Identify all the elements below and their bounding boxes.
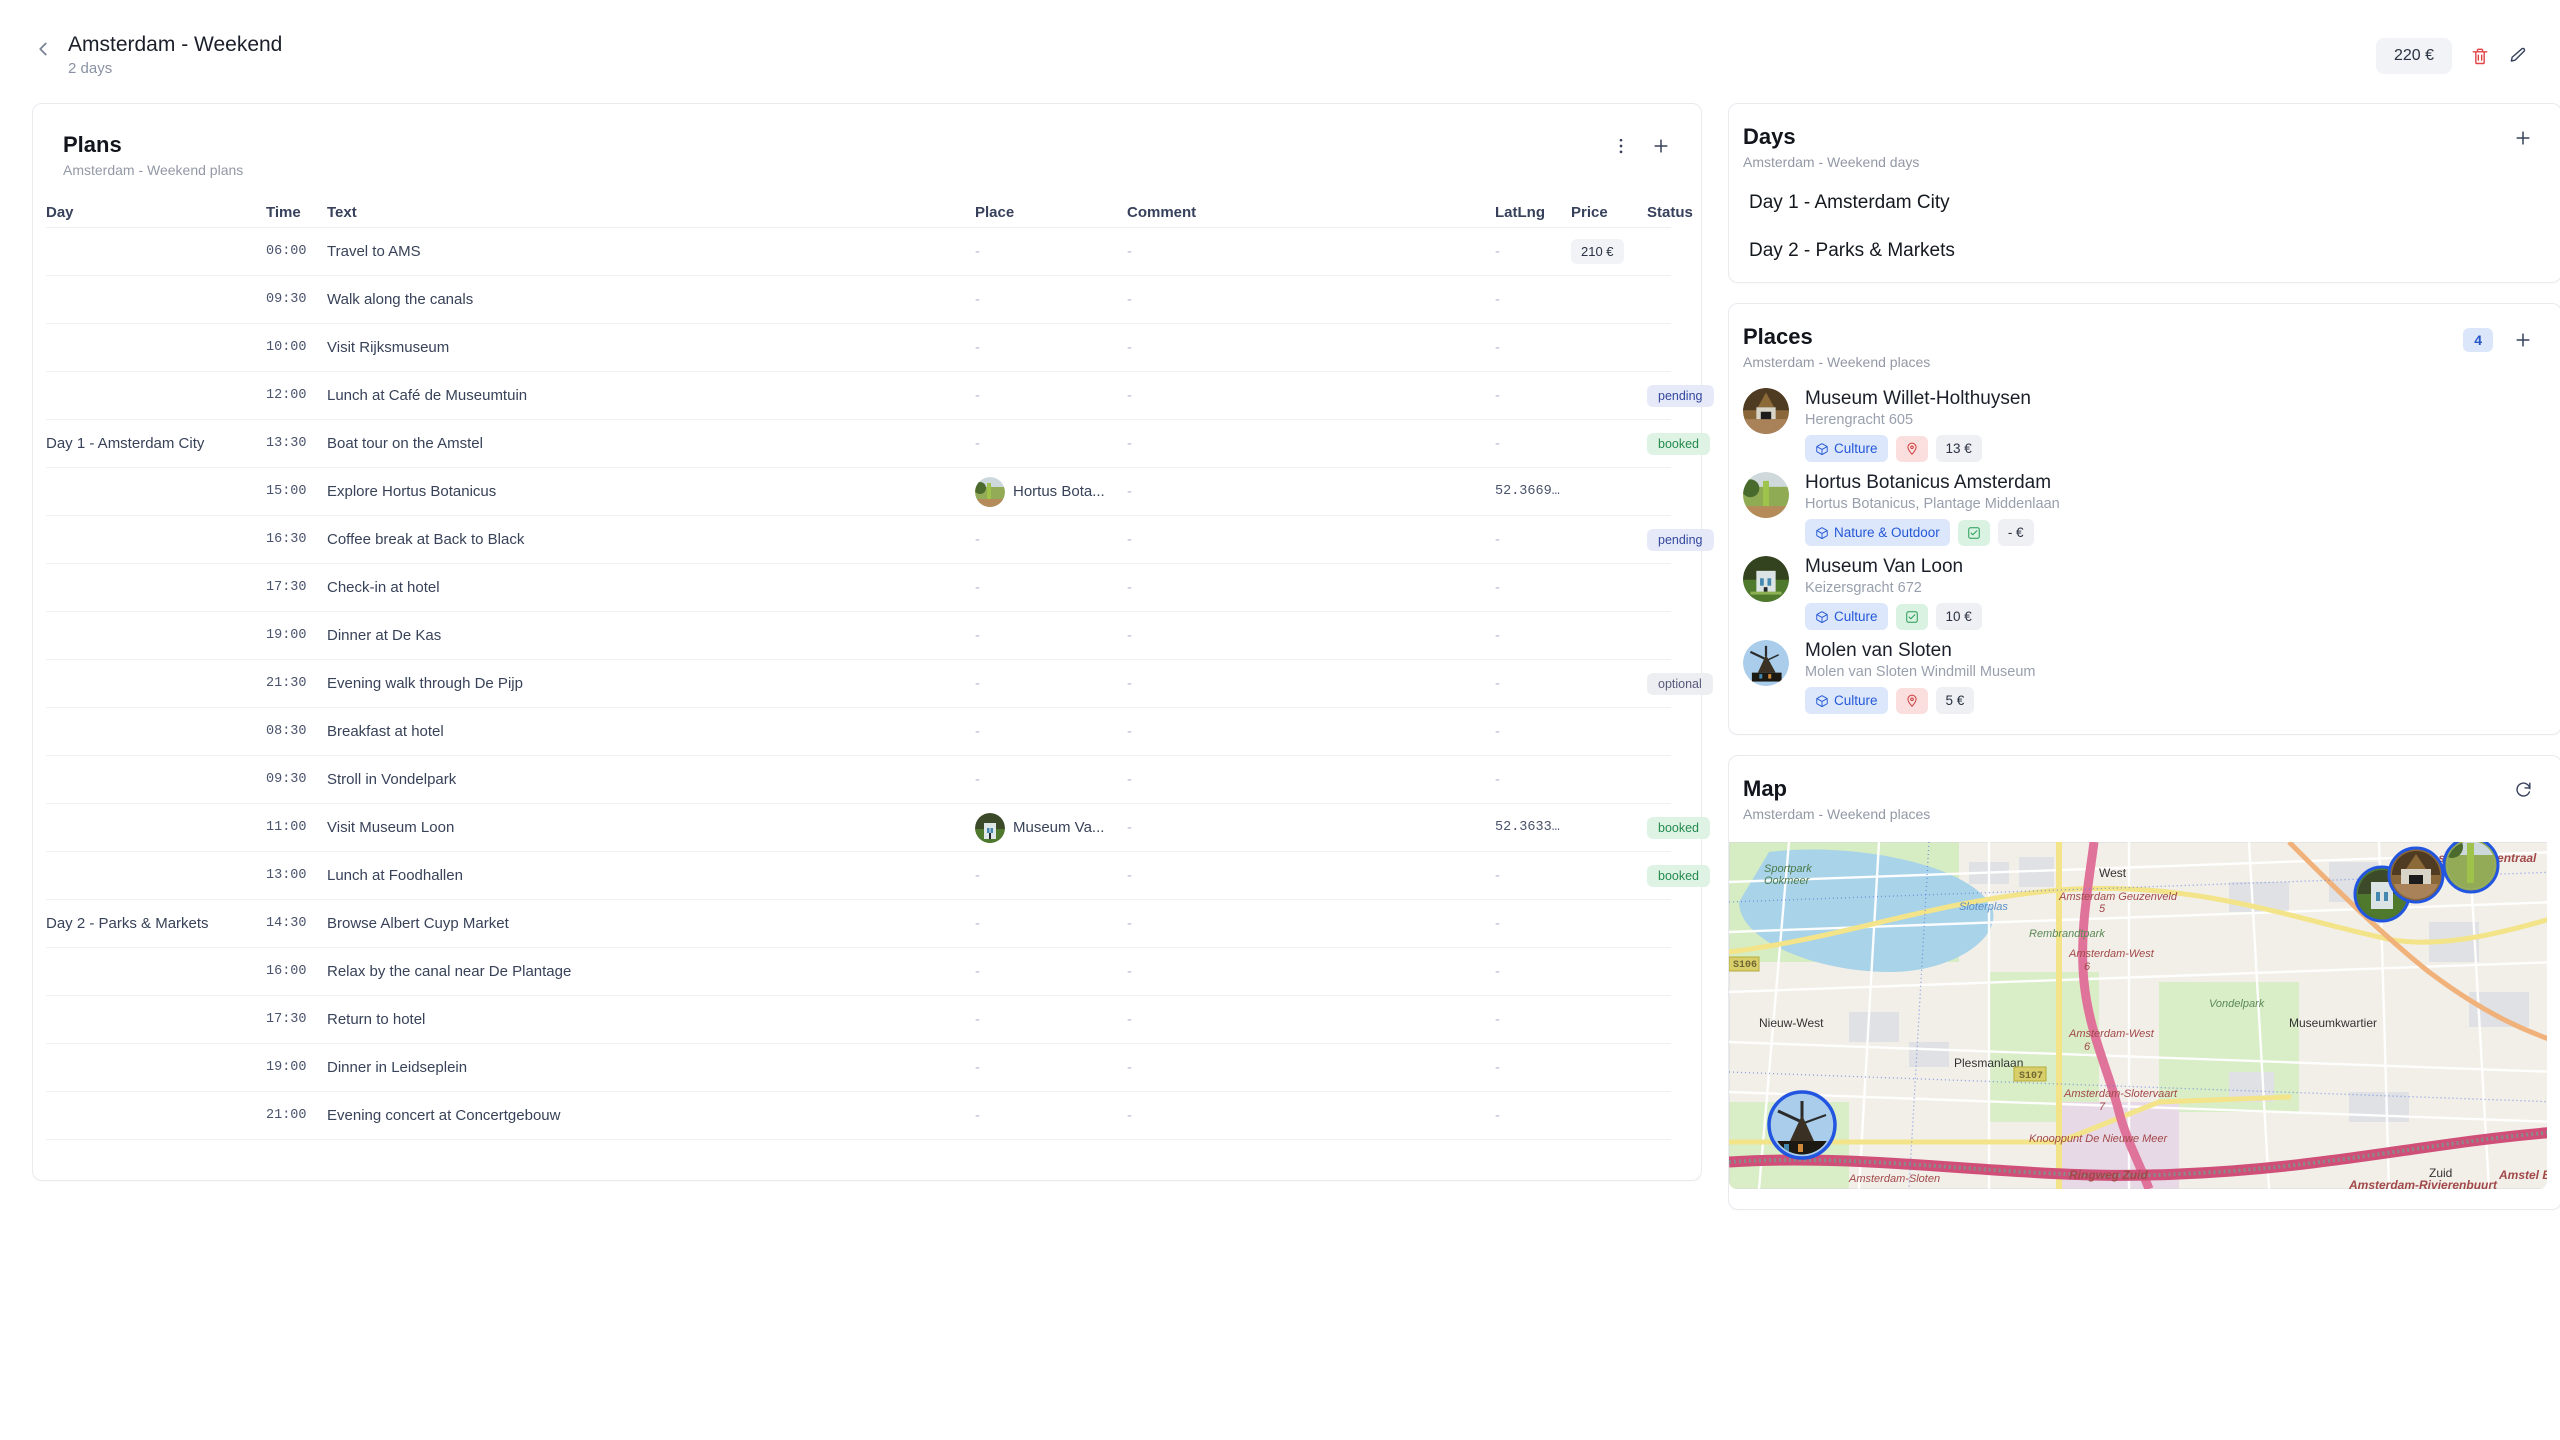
svg-text:Ookmeer: Ookmeer bbox=[1764, 875, 1811, 887]
svg-text:Amsterdam-West: Amsterdam-West bbox=[2068, 1028, 2155, 1040]
svg-text:6: 6 bbox=[2084, 961, 2091, 973]
svg-text:Amsterdam-Rivierenbuurt: Amsterdam-Rivierenbuurt bbox=[2348, 1178, 2498, 1189]
svg-text:West: West bbox=[2099, 866, 2127, 880]
svg-text:5: 5 bbox=[2099, 903, 2106, 915]
svg-text:6: 6 bbox=[2084, 1041, 2091, 1053]
svg-text:Amsterdam-West: Amsterdam-West bbox=[2068, 948, 2155, 960]
svg-text:Amstel Business Park: Amstel Business Park bbox=[2498, 1168, 2547, 1182]
svg-text:Sloterplas: Sloterplas bbox=[1959, 901, 2008, 913]
svg-text:S107: S107 bbox=[2019, 1071, 2043, 1082]
svg-text:7: 7 bbox=[2099, 1101, 2106, 1113]
svg-text:Amsterdam Geuzenveld: Amsterdam Geuzenveld bbox=[2058, 891, 2178, 903]
svg-text:Amsterdam-Slotervaart: Amsterdam-Slotervaart bbox=[2063, 1088, 2178, 1100]
svg-text:Nieuw-West: Nieuw-West bbox=[1759, 1016, 1824, 1030]
svg-text:Knooppunt De Nieuwe Meer: Knooppunt De Nieuwe Meer bbox=[2029, 1133, 2169, 1145]
svg-text:Plesmanlaan: Plesmanlaan bbox=[1954, 1056, 2023, 1070]
svg-text:Amsterdam-Sloten: Amsterdam-Sloten bbox=[1848, 1173, 1940, 1185]
svg-text:Sportpark: Sportpark bbox=[1764, 863, 1812, 875]
svg-text:Vondelpark: Vondelpark bbox=[2209, 998, 2265, 1010]
svg-text:Ringweg Zuid: Ringweg Zuid bbox=[2069, 1168, 2148, 1182]
svg-text:Rembrandtpark: Rembrandtpark bbox=[2029, 928, 2105, 940]
svg-text:Museumkwartier: Museumkwartier bbox=[2289, 1016, 2377, 1030]
svg-text:S106: S106 bbox=[1733, 960, 1757, 971]
